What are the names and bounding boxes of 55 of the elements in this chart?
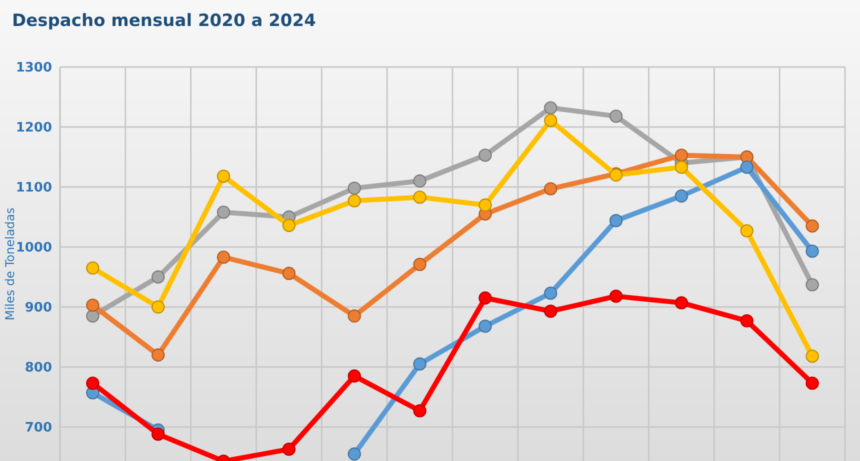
point [413,258,426,271]
point [544,114,558,127]
point [413,174,426,188]
point [478,291,492,305]
point [544,182,558,196]
point [348,309,361,323]
y-tick-label: 700 [24,420,52,436]
point [348,447,361,461]
point [740,224,754,238]
point [86,261,100,275]
point [282,218,296,232]
point [609,110,623,123]
y-axis-title: Miles de Toneladas [3,208,17,320]
point [478,320,492,333]
point [674,189,688,203]
point [413,357,426,371]
chart-title: Despacho mensual 2020 a 2024 [12,11,316,31]
point [609,290,623,303]
point [282,266,296,280]
point [740,160,754,174]
y-tick-label: 1000 [16,240,52,256]
y-tick-label: 1200 [16,120,52,136]
point [740,314,754,328]
point [152,270,165,284]
point [348,182,361,195]
point [806,244,819,258]
y-tick-label: 1300 [16,60,52,76]
point [478,198,492,212]
point [216,170,230,183]
point [152,348,165,362]
point [806,350,819,363]
point [86,376,100,390]
point [348,369,361,383]
point [544,101,558,114]
y-tick-label: 800 [24,360,52,376]
y-tick-label: 1100 [16,180,52,196]
point [86,309,100,323]
point [282,442,296,456]
point [544,304,558,318]
point [413,190,426,204]
point [152,300,165,314]
point [216,206,230,219]
point [806,278,819,292]
point [152,428,165,441]
point [348,194,361,208]
point [216,250,230,264]
point [86,298,100,312]
point [674,296,688,310]
point [544,286,558,300]
point [413,404,426,418]
point [609,214,623,228]
point [478,148,492,162]
y-tick-label: 900 [24,300,52,316]
point [806,219,819,233]
point [806,376,819,390]
